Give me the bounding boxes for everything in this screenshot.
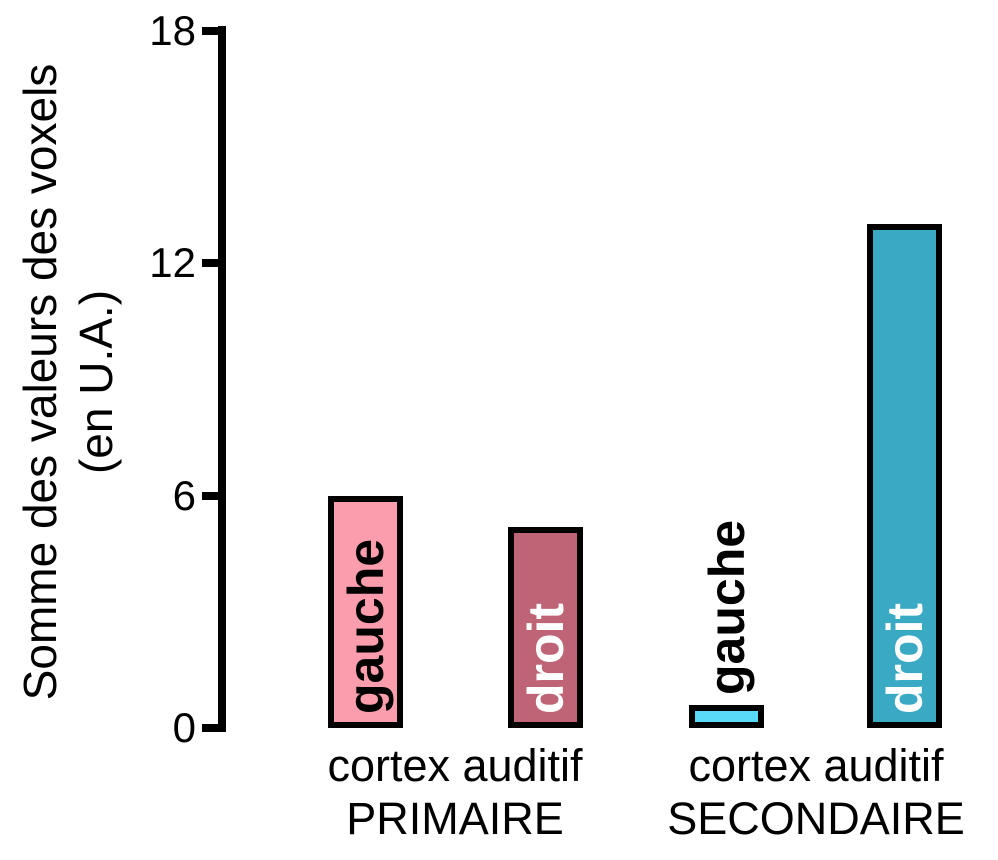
y-tick-mark-18 bbox=[202, 27, 218, 35]
category-primaire-line2: PRIMAIRE bbox=[346, 793, 564, 844]
y-axis-title-line2: (en U.A.) bbox=[70, 289, 122, 475]
bar-label-secondaire-droit: droit bbox=[877, 602, 933, 714]
y-tick-label-18: 18 bbox=[149, 7, 196, 54]
bar-primaire-gauche bbox=[328, 496, 403, 728]
y-tick-label-6: 6 bbox=[172, 472, 196, 519]
y-tick-mark-12 bbox=[202, 259, 218, 267]
bar-secondaire-gauche bbox=[689, 705, 764, 728]
category-secondaire-line1: cortex auditif bbox=[688, 740, 944, 791]
bar-label-secondaire-gauche: gauche bbox=[699, 519, 755, 695]
bar-label-primaire-droit: droit bbox=[518, 602, 574, 714]
x-category-label-primaire: cortex auditif PRIMAIRE bbox=[205, 740, 705, 846]
bar-secondaire-droit bbox=[867, 224, 942, 728]
y-tick-mark-0 bbox=[202, 724, 218, 732]
category-primaire-line1: cortex auditif bbox=[327, 740, 583, 791]
category-secondaire-line2: SECONDAIRE bbox=[667, 793, 965, 844]
y-tick-mark-6 bbox=[202, 492, 218, 500]
y-tick-label-12: 12 bbox=[149, 239, 196, 286]
bar-label-primaire-gauche: gauche bbox=[338, 538, 394, 714]
x-category-label-secondaire: cortex auditif SECONDAIRE bbox=[566, 740, 998, 846]
bar-primaire-droit bbox=[508, 527, 583, 728]
y-tick-label-0: 0 bbox=[172, 704, 196, 751]
y-axis-line bbox=[218, 26, 226, 732]
y-axis-title-line1: Somme des valeurs des voxels bbox=[14, 63, 66, 701]
y-axis-title: Somme des valeurs des voxels (en U.A.) bbox=[12, 0, 128, 782]
